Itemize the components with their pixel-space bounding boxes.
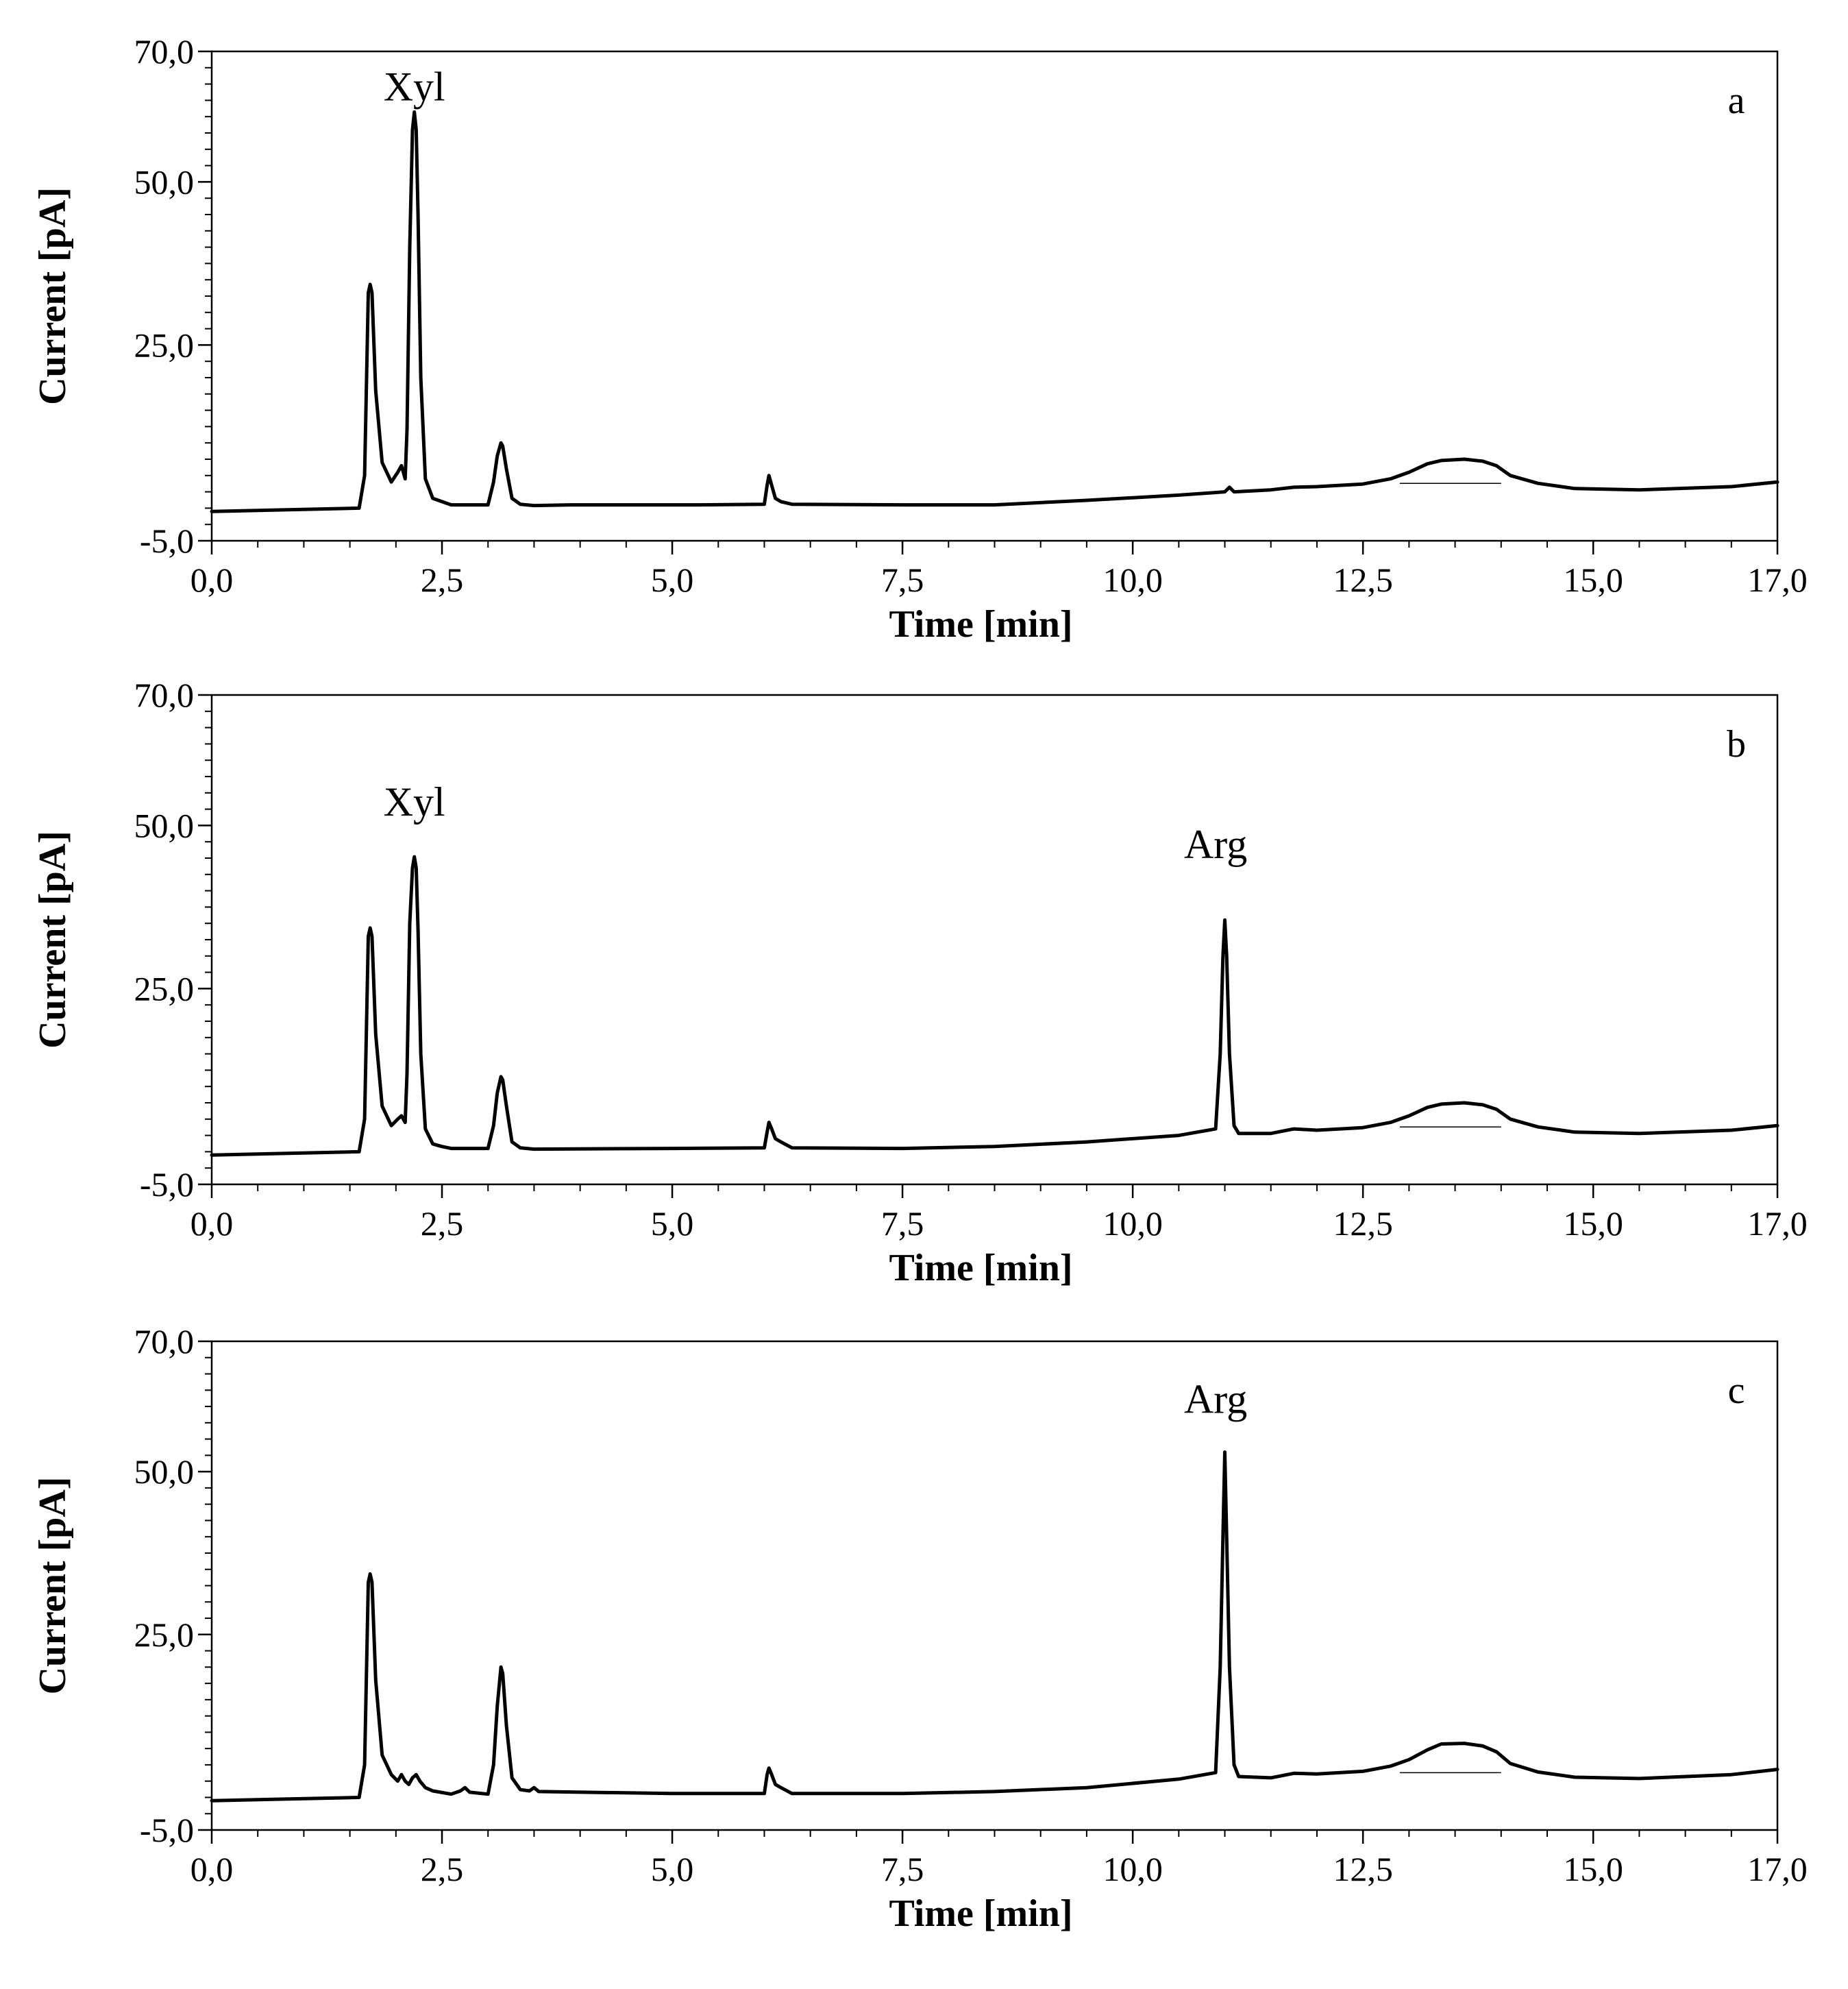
panel-letter: a <box>1728 80 1745 122</box>
x-tick-label: 17,0 <box>1747 1204 1808 1243</box>
chart-panel-b: -5,0 25,0 50,0 70,0 0,0 2,5 5,0 7,5 10,0 12,5 15,0… <box>32 676 1808 1289</box>
x-tick-label: 5,0 <box>651 1850 694 1888</box>
x-tick-label: 15,0 <box>1563 561 1623 599</box>
x-tick-label: 5,0 <box>651 1204 694 1243</box>
series-line-chromatogram <box>210 1450 1779 1803</box>
y-tick-label: -5,0 <box>140 1165 194 1204</box>
peak-label-xyl: Xyl <box>384 64 445 109</box>
peak-label-arg: Arg <box>1184 822 1247 867</box>
x-tick-label: 10,0 <box>1102 1850 1163 1888</box>
x-axis-title: Time [min] <box>889 603 1072 646</box>
series-line-chromatogram <box>210 855 1779 1157</box>
y-tick-label: 70,0 <box>134 32 195 71</box>
panel-letter: b <box>1727 723 1746 766</box>
x-tick-label: 17,0 <box>1747 1850 1808 1888</box>
x-tick-label: 17,0 <box>1747 561 1808 599</box>
y-axis-title: Current [pA] <box>32 831 74 1049</box>
plot-frame <box>210 1340 1779 1831</box>
x-tick-label: 7,5 <box>881 561 924 599</box>
peak-label-arg: Arg <box>1184 1377 1247 1422</box>
y-tick-label: 50,0 <box>134 162 195 201</box>
x-tick-label: 15,0 <box>1563 1850 1623 1888</box>
x-tick-label: 15,0 <box>1563 1204 1623 1243</box>
y-tick-label: 25,0 <box>134 326 195 364</box>
x-axis-title: Time [min] <box>889 1247 1072 1289</box>
y-tick-label: 50,0 <box>134 1452 195 1491</box>
y-tick-label: 50,0 <box>134 806 195 844</box>
y-tick-label: -5,0 <box>140 522 194 560</box>
x-tick-label: 2,5 <box>421 1850 464 1888</box>
x-tick-label: 12,5 <box>1333 1204 1393 1243</box>
x-tick-label: 7,5 <box>881 1204 924 1243</box>
x-tick-label: 2,5 <box>421 1204 464 1243</box>
x-tick-label: 0,0 <box>190 1204 234 1243</box>
y-tick-label: 70,0 <box>134 676 195 714</box>
plot-frame <box>210 694 1779 1186</box>
y-axis-title: Current [pA] <box>32 1477 74 1695</box>
series-line-chromatogram <box>210 110 1779 513</box>
y-tick-label: 70,0 <box>134 1322 195 1360</box>
x-tick-label: 7,5 <box>881 1850 924 1888</box>
y-axis-title: Current [pA] <box>32 187 74 405</box>
panel-letter: c <box>1728 1369 1745 1412</box>
x-tick-label: 0,0 <box>190 561 234 599</box>
y-tick-label: -5,0 <box>140 1811 194 1849</box>
plot-frame <box>210 50 1779 542</box>
x-tick-label: 12,5 <box>1333 561 1393 599</box>
x-tick-label: 12,5 <box>1333 1850 1393 1888</box>
x-tick-label: 5,0 <box>651 561 694 599</box>
chart-panel-c: -5,0 25,0 50,0 70,0 0,0 2,5 5,0 7,5 10,0 12,5 15,0… <box>32 1322 1808 1935</box>
x-tick-label: 0,0 <box>190 1850 234 1888</box>
x-tick-label: 10,0 <box>1102 561 1163 599</box>
peak-label-xyl: Xyl <box>384 779 445 825</box>
chart-panel-a: -5,0 25,0 50,0 70,0 0,0 2,5 5,0 7,5 10,0 12,5 15,0… <box>32 32 1808 646</box>
x-axis-title: Time [min] <box>889 1892 1072 1935</box>
x-tick-label: 10,0 <box>1102 1204 1163 1243</box>
x-tick-label: 2,5 <box>421 561 464 599</box>
y-tick-label: 25,0 <box>134 969 195 1008</box>
y-tick-label: 25,0 <box>134 1615 195 1654</box>
